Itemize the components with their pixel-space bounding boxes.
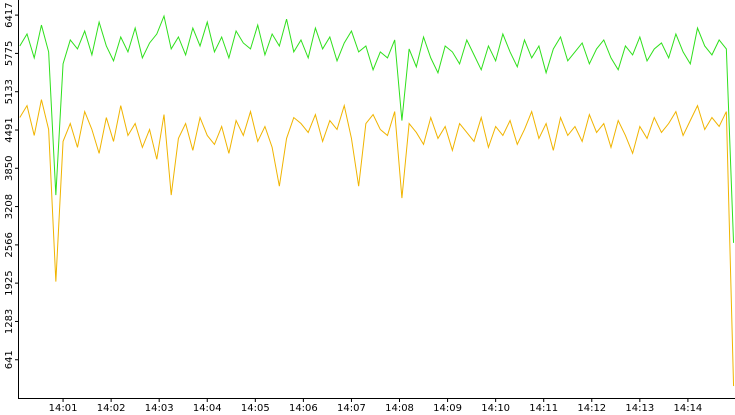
x-tick-label: 14:06 [289, 403, 318, 414]
x-tick-label: 14:09 [433, 403, 462, 414]
x-tick-label: 14:07 [337, 403, 366, 414]
y-tick-label: 3850 [4, 156, 15, 181]
x-tick-label: 14:12 [577, 403, 606, 414]
series-line [19, 99, 735, 387]
x-tick-label: 14:01 [49, 403, 78, 414]
x-tick-label: 14:05 [241, 403, 270, 414]
x-tick-label: 14:08 [385, 403, 414, 414]
x-tick-label: 14:11 [529, 403, 558, 414]
y-tick-label: 1283 [4, 309, 15, 334]
y-tick-label: 641 [4, 350, 15, 369]
x-tick-label: 14:03 [145, 403, 174, 414]
y-tick-label: 1925 [4, 270, 15, 295]
y-tick-label: 3208 [4, 194, 15, 219]
y-tick-label: 6417 [4, 2, 15, 27]
y-tick-label: 4491 [4, 117, 15, 142]
y-tick-label: 2566 [4, 232, 15, 257]
x-tick-label: 14:13 [625, 403, 654, 414]
x-tick-label: 14:14 [673, 403, 702, 414]
x-tick-label: 14:10 [481, 403, 510, 414]
series-line [19, 14, 735, 243]
x-tick-label: 14:02 [97, 403, 126, 414]
x-tick-label: 14:04 [193, 403, 222, 414]
y-tick-label: 5775 [4, 41, 15, 66]
y-tick-label: 5133 [4, 79, 15, 104]
